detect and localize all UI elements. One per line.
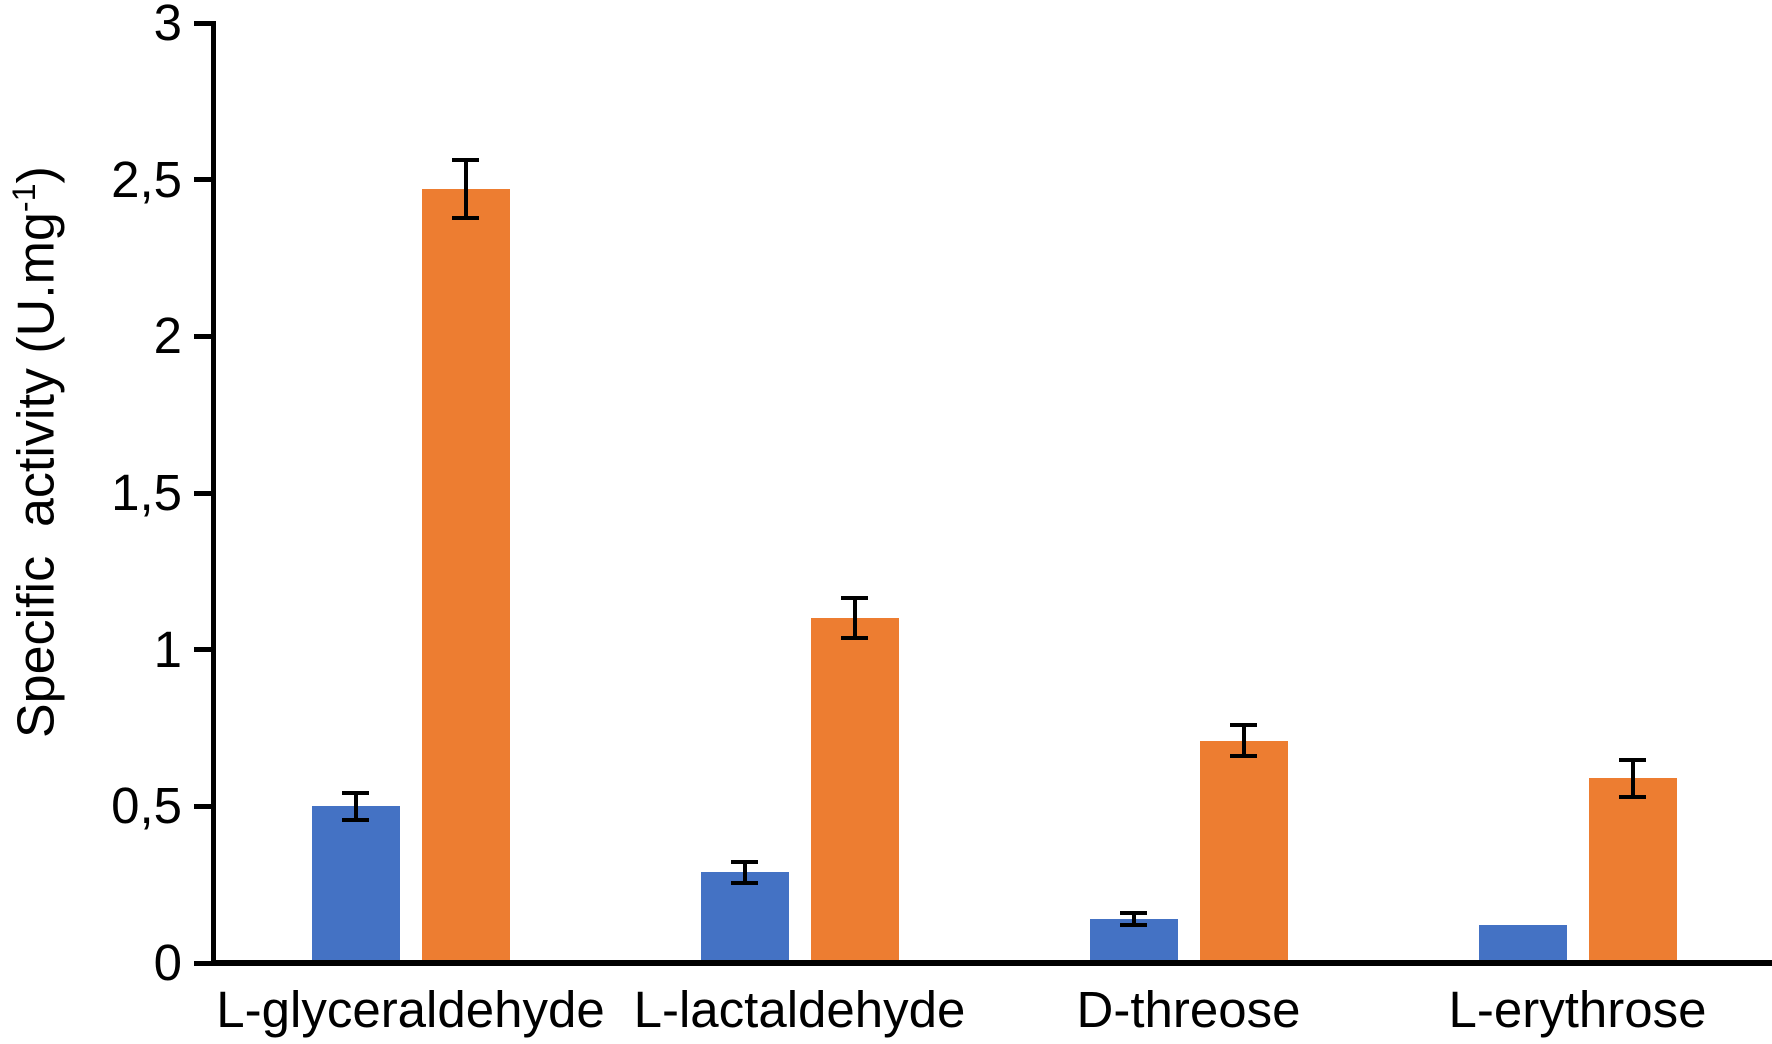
bar-orange-L-erythrose bbox=[1588, 778, 1677, 963]
y-tick-mark bbox=[194, 960, 213, 966]
bar-orange-L-lactaldehyde bbox=[810, 618, 899, 963]
error-bar-blue-D-threose bbox=[1131, 911, 1136, 927]
bar-blue-L-erythrose bbox=[1478, 925, 1567, 963]
error-bar-orange-L-lactaldehyde bbox=[852, 596, 857, 641]
x-axis-line bbox=[211, 960, 1772, 966]
y-tick-label: 0,5 bbox=[111, 777, 182, 835]
x-category-label: L-lactaldehyde bbox=[633, 981, 966, 1038]
error-bar-cap bbox=[452, 216, 479, 221]
error-bar-cap bbox=[731, 880, 758, 885]
error-bar-cap bbox=[1619, 794, 1646, 799]
y-tick-label: 1,5 bbox=[111, 464, 182, 521]
error-bar-blue-L-lactaldehyde bbox=[742, 859, 747, 885]
error-bar-orange-D-threose bbox=[1241, 723, 1246, 758]
x-category-label: L-erythrose bbox=[1448, 981, 1707, 1038]
y-tick-mark bbox=[194, 490, 213, 496]
x-category-label: D-threose bbox=[1076, 981, 1301, 1038]
y-tick-mark bbox=[194, 20, 213, 26]
error-bar-cap bbox=[841, 596, 868, 601]
y-tick-label: 0 bbox=[153, 934, 182, 991]
y-tick-mark bbox=[194, 333, 213, 339]
y-tick-mark bbox=[194, 803, 213, 809]
error-bar-cap bbox=[342, 818, 369, 822]
error-bar-orange-L-glyceraldehyde bbox=[463, 157, 468, 221]
error-bar-cap bbox=[342, 790, 369, 795]
y-tick-mark bbox=[194, 177, 213, 183]
y-tick-label: 1 bbox=[153, 620, 182, 678]
bar-blue-L-lactaldehyde bbox=[700, 872, 789, 963]
y-tick-label: 3 bbox=[153, 0, 182, 51]
y-tick-label: 2 bbox=[153, 307, 182, 365]
error-bar-cap bbox=[1230, 753, 1257, 758]
bar-orange-L-glyceraldehyde bbox=[421, 189, 510, 963]
error-bar-cap bbox=[452, 157, 479, 162]
error-bar-cap bbox=[1619, 757, 1646, 762]
error-bar-blue-L-glyceraldehyde bbox=[353, 790, 358, 822]
error-bar-orange-L-erythrose bbox=[1630, 757, 1635, 799]
error-bar-cap bbox=[1120, 922, 1147, 927]
error-bar-cap bbox=[1230, 723, 1257, 728]
error-bar-cap bbox=[841, 636, 868, 641]
bar-orange-D-threose bbox=[1199, 740, 1288, 963]
bar-blue-L-glyceraldehyde bbox=[311, 806, 400, 963]
x-category-label: L-glyceraldehyde bbox=[216, 981, 605, 1038]
error-bar-cap bbox=[731, 859, 758, 864]
error-bar-cap bbox=[1120, 911, 1147, 916]
y-tick-label: 2,5 bbox=[111, 150, 182, 208]
y-tick-mark bbox=[194, 647, 213, 653]
y-axis-line bbox=[211, 21, 216, 965]
